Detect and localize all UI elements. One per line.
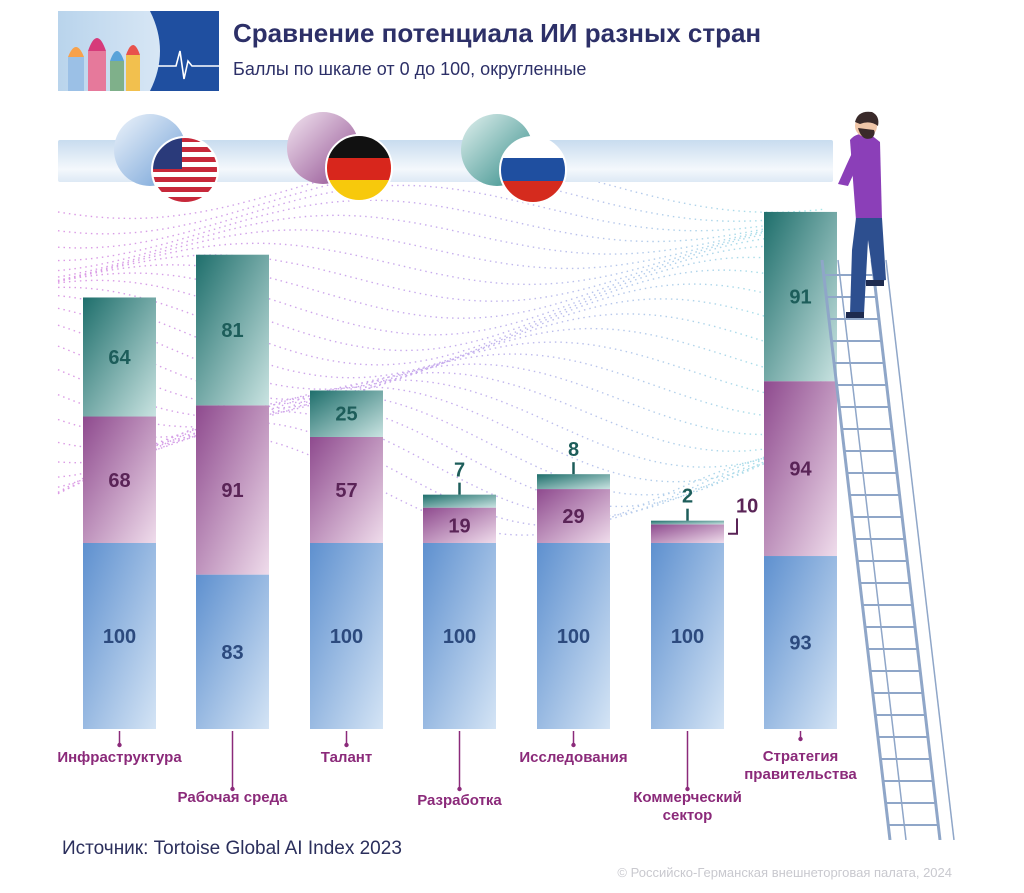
bar-usa-2	[196, 574, 269, 729]
value-label-usa: 100	[443, 626, 476, 648]
person-illustration	[838, 111, 886, 318]
category-label: Стратегия правительства	[744, 748, 857, 783]
category-label: Разработка	[417, 792, 502, 809]
bar-usa-7	[764, 556, 837, 729]
stacked-bar-chart: 100 68 64 83 91 81 100 57 25 100 19 7 100 29 8 100 10 2 93…	[57, 111, 955, 840]
value-label-russia: 8	[568, 439, 579, 461]
category-label: Исследования	[519, 749, 627, 766]
category-tick-dot	[685, 786, 690, 792]
value-label-russia: 91	[789, 287, 811, 309]
wave-line	[57, 221, 827, 278]
value-label-usa: 93	[789, 633, 811, 655]
wave-line	[57, 363, 827, 436]
category-tick-dot	[571, 742, 576, 748]
germany-flag	[287, 112, 393, 202]
bar-germany-2	[196, 405, 269, 575]
category-tick-dot	[117, 742, 122, 748]
wave-line	[57, 421, 827, 527]
bar-germany-1	[83, 416, 156, 543]
bar-germany-7	[764, 381, 837, 557]
bar-russia-6	[651, 520, 724, 525]
source-note: Источник: Tortoise Global AI Index 2023	[62, 838, 402, 859]
bar-germany-6	[651, 524, 724, 543]
value-label-usa: 100	[671, 626, 704, 648]
copyright-note: © Российско-Германская внешнеторговая па…	[617, 865, 952, 880]
value-label-usa: 100	[557, 626, 590, 648]
wave-line	[57, 269, 827, 352]
chart-subtitle: Баллы по шкале от 0 до 100, округленные	[233, 59, 587, 79]
dotted-wave-decoration	[57, 157, 827, 536]
category-tick-dot	[798, 736, 803, 742]
category-label: Инфраструктура	[57, 749, 182, 766]
bar-russia-5	[537, 474, 610, 490]
value-label-germany: 94	[789, 459, 812, 481]
value-label-germany: 57	[335, 480, 357, 502]
bar-germany-3	[310, 436, 383, 543]
bar-russia-1	[83, 297, 156, 417]
bar-usa-6	[651, 543, 724, 729]
wave-line	[57, 199, 827, 262]
wave-line	[57, 227, 827, 286]
value-label-germany: 29	[562, 506, 584, 528]
value-label-usa: 100	[103, 626, 136, 648]
bar-russia-2	[196, 254, 269, 406]
wave-line	[57, 379, 827, 468]
wave-line	[57, 393, 827, 496]
value-label-germany: 10	[736, 495, 758, 517]
ladder-illustration	[820, 259, 955, 840]
category-label: Талант	[321, 749, 372, 766]
wave-line	[57, 410, 827, 518]
bar-germany-5	[537, 489, 610, 543]
bar-usa-1	[83, 543, 156, 729]
logo	[58, 11, 219, 91]
wave-line	[57, 283, 827, 366]
wave-line	[57, 386, 827, 483]
value-label-germany: 68	[108, 470, 130, 492]
value-label-russia: 25	[335, 404, 357, 426]
value-label-russia: 64	[108, 347, 131, 369]
bar-usa-5	[537, 543, 610, 729]
category-tick-dot	[457, 786, 462, 792]
category-label: Рабочая среда	[178, 789, 289, 806]
category-tick-dot	[344, 742, 349, 748]
value-label-usa: 100	[330, 626, 363, 648]
wave-line	[57, 256, 827, 336]
value-label-germany: 19	[448, 515, 470, 537]
category-tick-dot	[230, 786, 235, 792]
wave-line	[57, 245, 827, 319]
russia-flag	[461, 114, 567, 204]
bar-usa-4	[423, 543, 496, 729]
chart-title: Сравнение потенциала ИИ разных стран	[233, 18, 762, 48]
wave-line	[57, 184, 827, 249]
value-label-russia: 7	[454, 460, 465, 482]
value-label-germany: 91	[221, 480, 243, 502]
wave-line	[57, 214, 827, 272]
category-label: Коммерческий сектор	[633, 789, 742, 824]
value-label-usa: 83	[221, 642, 243, 664]
value-leader-line	[728, 518, 738, 535]
wave-line	[57, 401, 827, 508]
bar-germany-4	[423, 507, 496, 543]
usa-flag	[114, 114, 219, 204]
wave-line	[57, 341, 827, 410]
header-band	[58, 140, 833, 182]
value-label-russia: 2	[682, 486, 693, 508]
bar-russia-3	[310, 390, 383, 437]
value-label-russia: 81	[221, 320, 243, 342]
bar-usa-3	[310, 543, 383, 729]
bar-russia-4	[423, 494, 496, 508]
wave-line	[57, 235, 827, 302]
wave-line	[57, 307, 827, 390]
